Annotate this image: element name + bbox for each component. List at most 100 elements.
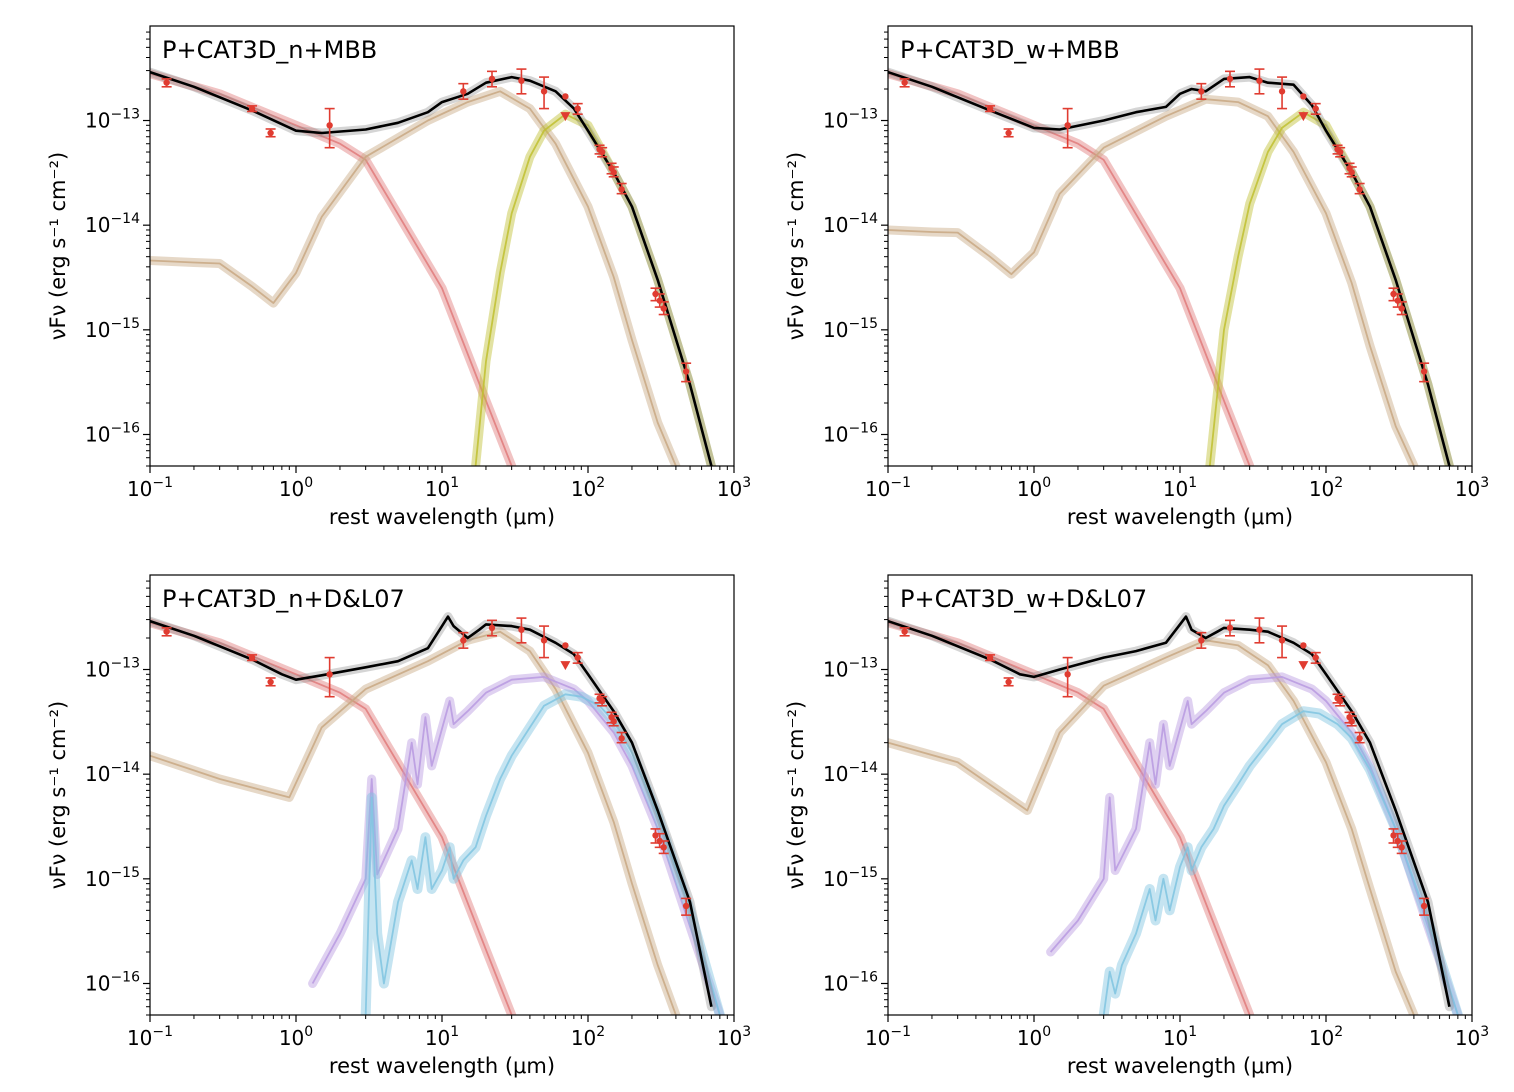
tick-exponent: −16	[110, 969, 140, 985]
data-point	[1354, 731, 1365, 744]
data-point	[265, 128, 276, 138]
series-torus	[150, 86, 681, 466]
series-line-mbb	[1208, 111, 1451, 466]
series-line-torus	[888, 639, 1415, 1015]
series-mbb	[471, 109, 716, 466]
x-tick-label: 10−1	[127, 475, 173, 501]
tick-exponent: −14	[110, 760, 140, 776]
data-marker	[901, 628, 908, 635]
series-line-pah	[311, 676, 721, 1015]
data-marker	[1005, 129, 1012, 137]
data-marker	[1064, 122, 1071, 129]
series-band-stellar	[888, 69, 1255, 466]
data-marker	[660, 844, 667, 851]
series-total	[150, 67, 716, 466]
tick-exponent: 0	[1042, 475, 1051, 491]
tick-base: 10	[85, 318, 110, 342]
series-stellar	[888, 69, 1255, 466]
tick-base: 10	[1017, 477, 1042, 501]
data-point	[658, 840, 669, 855]
tick-exponent: 3	[742, 475, 751, 491]
data-point	[1003, 128, 1014, 138]
data-marker	[1256, 77, 1263, 84]
tick-exponent: −14	[110, 211, 140, 227]
tick-base: 10	[425, 477, 450, 501]
data-point	[247, 105, 258, 113]
series-mbb	[1205, 107, 1454, 466]
data-marker	[1198, 637, 1205, 644]
tick-base: 10	[85, 762, 110, 786]
tick-exponent: 0	[304, 475, 313, 491]
series-line-torus	[150, 630, 677, 1015]
y-tick-label: 10−16	[85, 969, 140, 995]
tick-base: 10	[1455, 1026, 1480, 1050]
data-marker	[267, 678, 274, 686]
tick-exponent: −14	[848, 211, 878, 227]
data-marker	[248, 105, 256, 112]
data-marker	[1398, 844, 1405, 851]
tick-base: 10	[717, 477, 742, 501]
x-tick-label: 10−1	[127, 1024, 173, 1050]
data-point	[1419, 897, 1430, 916]
data-point	[516, 617, 527, 644]
tick-exponent: 2	[596, 1024, 605, 1040]
panel-title: P+CAT3D_n+MBB	[162, 36, 377, 64]
data-marker	[1300, 93, 1307, 100]
tick-base: 10	[1163, 1026, 1188, 1050]
data-marker	[518, 77, 525, 84]
y-tick-label: 10−13	[823, 107, 878, 133]
data-point	[1396, 301, 1407, 316]
data-marker	[574, 654, 581, 661]
x-tick-label: 102	[571, 475, 605, 501]
series-band-stellar	[888, 618, 1255, 1015]
data-marker	[326, 671, 333, 678]
data-marker	[1420, 902, 1428, 910]
y-axis-label: νFν (erg s⁻¹ cm⁻²)	[46, 701, 70, 889]
y-tick-label: 10−15	[823, 316, 878, 342]
data-point	[1300, 93, 1307, 100]
data-marker	[1348, 718, 1355, 725]
tick-exponent: −13	[848, 107, 878, 123]
tick-exponent: −1	[890, 1024, 911, 1040]
data-point	[458, 82, 469, 100]
tick-base: 10	[823, 658, 848, 682]
data-point	[458, 631, 469, 649]
tick-base: 10	[571, 1026, 596, 1050]
series-stellar	[888, 618, 1255, 1015]
data-marker	[540, 88, 548, 95]
data-marker	[574, 105, 581, 112]
data-point	[1419, 362, 1430, 383]
series-line-mbb	[474, 113, 713, 466]
series-band-mbb	[471, 109, 716, 466]
data-point	[1196, 631, 1207, 649]
tick-exponent: −13	[848, 656, 878, 672]
data-marker	[1312, 105, 1319, 112]
data-marker	[1005, 678, 1012, 686]
data-point	[616, 182, 627, 195]
data-marker	[1300, 642, 1307, 649]
x-tick-label: 10−1	[865, 1024, 911, 1050]
tick-base: 10	[85, 658, 110, 682]
tick-exponent: −13	[110, 107, 140, 123]
y-tick-label: 10−13	[823, 656, 878, 682]
data-point	[1346, 715, 1357, 727]
data-point	[1310, 102, 1321, 115]
data-point	[1003, 677, 1014, 687]
data-marker	[1356, 186, 1363, 193]
data-marker	[1278, 88, 1286, 95]
data-marker	[610, 718, 617, 725]
data-point	[562, 642, 569, 649]
tick-base: 10	[127, 1026, 152, 1050]
data-marker	[248, 654, 256, 661]
x-axis-label: rest wavelength (μm)	[329, 505, 555, 529]
tick-exponent: 2	[1334, 475, 1343, 491]
tick-exponent: −1	[890, 475, 911, 491]
data-marker	[518, 626, 525, 633]
tick-base: 10	[1163, 477, 1188, 501]
series-line-pah	[1049, 676, 1459, 1015]
